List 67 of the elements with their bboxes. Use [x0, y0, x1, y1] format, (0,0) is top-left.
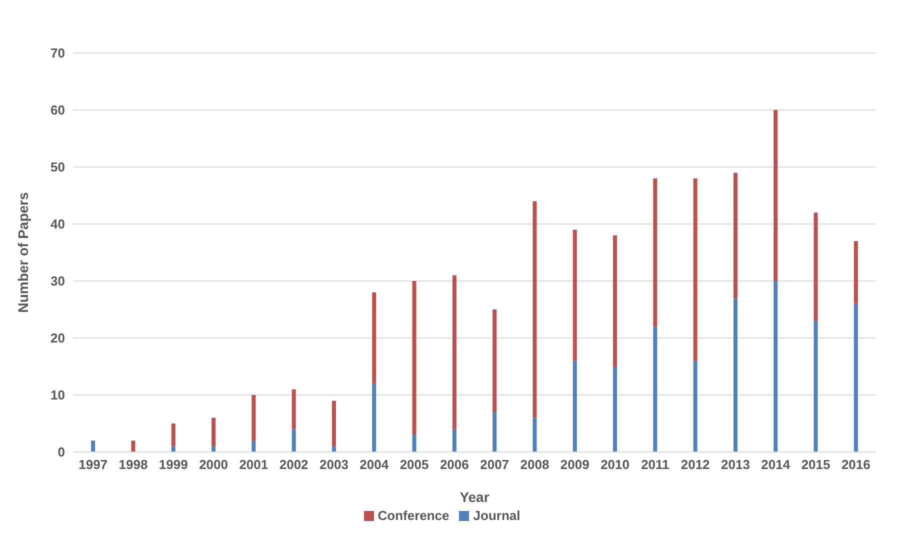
bar [814, 212, 818, 321]
bar [532, 201, 537, 418]
bar [854, 304, 858, 452]
bar [653, 178, 658, 327]
bar [613, 235, 618, 366]
bar [733, 298, 738, 452]
bar [412, 434, 416, 452]
x-tick-label: 2015 [801, 457, 830, 472]
bar [854, 241, 858, 304]
x-tick-label: 2012 [680, 457, 710, 472]
x-tick-label: 2000 [199, 457, 228, 472]
y-tick-label: 60 [50, 102, 65, 118]
legend-label: Journal [473, 508, 520, 523]
x-tick-label: 2006 [440, 457, 469, 472]
bar [492, 412, 497, 452]
bar [774, 110, 778, 281]
bar [131, 440, 136, 452]
x-tick-label: 2011 [641, 457, 670, 472]
bar [452, 429, 456, 452]
x-tick-label: 2004 [360, 457, 390, 472]
y-tick-label: 20 [50, 330, 65, 346]
x-tick-label: 2003 [320, 457, 348, 472]
bar [653, 326, 658, 452]
y-tick-label: 30 [50, 274, 65, 289]
x-tick-label: 2008 [520, 457, 550, 472]
x-tick-label: 1999 [158, 457, 188, 472]
x-tick-label: 2010 [600, 457, 630, 472]
bar [452, 275, 456, 430]
bar [693, 178, 698, 361]
x-tick-label: 2007 [480, 457, 510, 472]
bar [332, 400, 336, 446]
bar [252, 395, 256, 441]
bar [412, 281, 416, 435]
bar [171, 424, 176, 446]
bar [572, 230, 577, 361]
bar [372, 292, 376, 384]
bar [774, 281, 778, 452]
y-tick-label: 70 [50, 46, 65, 61]
bar [492, 310, 497, 412]
y-tick-label: 10 [50, 388, 65, 403]
bar [292, 429, 296, 452]
bar [613, 366, 618, 452]
x-tick-label: 2001 [239, 457, 268, 472]
x-tick-label: 2016 [841, 457, 870, 472]
bar [292, 389, 296, 430]
y-tick-label: 50 [50, 160, 65, 175]
x-tick-label: 2014 [761, 457, 791, 472]
x-tick-label: 2002 [279, 457, 308, 472]
bar [733, 172, 738, 298]
y-axis-title: Number of Papers [14, 192, 31, 313]
bar [693, 360, 698, 452]
x-tick-label: 2005 [400, 457, 429, 472]
x-tick-label: 2013 [721, 457, 750, 472]
bar [372, 384, 376, 452]
x-axis-title: Year [460, 489, 490, 505]
y-tick-label: 40 [50, 216, 65, 232]
bar [532, 418, 537, 452]
x-tick-label: 2009 [560, 457, 590, 472]
legend-label: Conference [378, 508, 450, 523]
bar [212, 418, 216, 446]
bar [572, 360, 577, 452]
bar [814, 320, 818, 452]
x-tick-label: 1997 [78, 457, 108, 472]
x-tick-label: 1998 [118, 457, 148, 472]
bar [91, 440, 96, 452]
bar [252, 440, 256, 452]
y-tick-label: 0 [58, 444, 65, 460]
